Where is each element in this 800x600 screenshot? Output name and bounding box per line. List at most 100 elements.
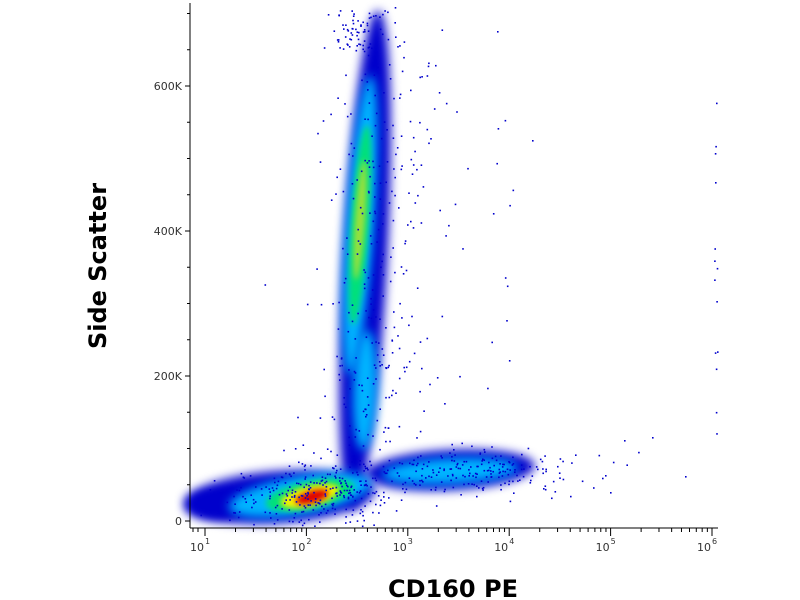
event-point xyxy=(294,491,297,493)
event-point xyxy=(434,489,437,491)
event-point xyxy=(275,487,278,490)
event-point xyxy=(264,284,267,286)
event-point xyxy=(359,243,362,245)
event-point xyxy=(324,503,327,506)
event-point xyxy=(272,489,275,492)
event-point xyxy=(278,493,281,496)
event-point xyxy=(369,175,371,178)
event-point xyxy=(314,498,317,500)
event-point xyxy=(479,453,481,455)
event-point xyxy=(444,403,446,405)
event-point xyxy=(391,480,393,483)
event-point xyxy=(544,455,546,457)
event-point xyxy=(353,13,355,15)
event-point xyxy=(295,501,298,503)
event-point xyxy=(392,137,395,139)
event-point xyxy=(415,464,418,467)
x-tick-exponent: 6 xyxy=(712,537,717,546)
event-point xyxy=(383,491,385,494)
event-point xyxy=(335,486,338,489)
event-point xyxy=(378,342,380,344)
event-point xyxy=(281,508,283,510)
event-point xyxy=(356,520,359,522)
event-point xyxy=(715,368,718,371)
event-point xyxy=(493,464,495,467)
event-point xyxy=(338,301,340,304)
event-point xyxy=(383,92,385,94)
event-point xyxy=(364,271,367,274)
event-point xyxy=(508,483,510,486)
event-point xyxy=(370,243,373,245)
event-point xyxy=(298,461,300,464)
event-point xyxy=(392,219,395,222)
event-point xyxy=(479,452,482,454)
event-point xyxy=(345,74,347,77)
event-point xyxy=(368,160,370,162)
event-point xyxy=(429,383,431,386)
event-point xyxy=(440,455,442,457)
event-point xyxy=(470,466,472,468)
event-point xyxy=(353,489,355,491)
event-point xyxy=(334,513,336,515)
event-point xyxy=(398,207,400,209)
event-point xyxy=(308,518,310,521)
event-point xyxy=(477,465,479,468)
event-point xyxy=(481,460,483,462)
event-point xyxy=(383,471,386,473)
event-point xyxy=(303,486,305,489)
event-point xyxy=(419,484,421,486)
event-point xyxy=(441,29,444,31)
event-point xyxy=(405,269,408,272)
event-point xyxy=(457,467,460,470)
event-point xyxy=(353,379,356,381)
event-point xyxy=(452,474,454,477)
event-point xyxy=(332,487,334,489)
event-point xyxy=(403,56,405,59)
event-point xyxy=(504,470,507,473)
event-point xyxy=(386,472,388,475)
event-point xyxy=(346,115,349,118)
event-point xyxy=(332,502,335,505)
event-point xyxy=(468,469,470,471)
event-point xyxy=(512,480,514,483)
event-point xyxy=(416,168,418,171)
event-point xyxy=(345,522,347,524)
event-point xyxy=(384,10,386,12)
event-point xyxy=(476,473,478,475)
event-point xyxy=(509,500,512,503)
event-point xyxy=(383,496,385,498)
event-point xyxy=(363,283,366,285)
event-point xyxy=(456,111,458,113)
event-point xyxy=(358,43,360,45)
event-point xyxy=(716,102,718,105)
event-point xyxy=(440,481,443,483)
event-point xyxy=(475,476,477,479)
event-point xyxy=(325,512,328,514)
event-point xyxy=(293,496,296,498)
event-point xyxy=(393,467,396,469)
event-point xyxy=(426,128,429,131)
event-point xyxy=(491,446,493,448)
event-point xyxy=(379,198,382,200)
event-point xyxy=(265,486,267,488)
event-point xyxy=(229,519,231,522)
event-point xyxy=(506,285,509,288)
event-point xyxy=(382,295,384,297)
event-point xyxy=(345,482,347,485)
event-point xyxy=(476,465,478,468)
event-point xyxy=(612,461,615,464)
event-point xyxy=(575,454,577,456)
event-point xyxy=(372,435,374,437)
event-point xyxy=(487,481,489,483)
x-tick-exponent: 2 xyxy=(306,537,311,546)
event-point xyxy=(345,24,347,26)
event-point xyxy=(305,483,308,486)
event-point xyxy=(335,492,337,495)
event-point xyxy=(318,502,321,505)
x-axis-title: CD160 PE xyxy=(388,575,518,600)
event-point xyxy=(335,471,337,474)
event-point xyxy=(335,193,337,195)
event-point xyxy=(340,492,343,494)
event-point xyxy=(316,482,318,484)
event-point xyxy=(234,503,236,505)
